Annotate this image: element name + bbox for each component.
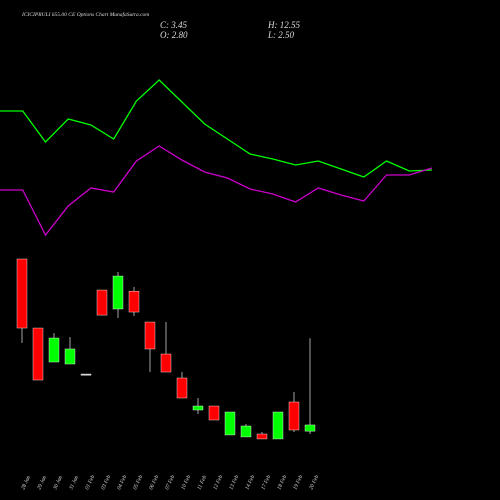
candle-body	[192, 405, 204, 411]
candle-body	[32, 327, 44, 381]
candle-body	[160, 353, 172, 373]
candle-body	[240, 425, 252, 438]
x-tick-label: 11 Feb	[196, 474, 208, 490]
x-tick-label: 29 Jan	[36, 475, 48, 491]
candle-body	[64, 348, 76, 365]
candle-body	[16, 258, 28, 329]
chart-title: ICICIPRULI 655.00 CE Options Chart Munaf…	[21, 11, 149, 18]
candle-body	[112, 275, 124, 310]
candle-body	[208, 405, 220, 421]
candle-body	[288, 401, 300, 431]
open-label: O: 2.80	[160, 30, 188, 40]
candle-body	[80, 373, 92, 376]
candle-body	[224, 411, 236, 436]
candle-body	[128, 290, 140, 313]
candle-body	[272, 411, 284, 440]
candle-body	[48, 337, 60, 363]
candle-body	[256, 433, 268, 440]
indicator-line	[0, 145, 433, 237]
candle-body	[304, 424, 316, 432]
x-tick-label: 28 Jan	[20, 475, 32, 491]
low-label: L: 2.50	[267, 30, 295, 40]
candle-body	[96, 289, 108, 316]
candle-body	[176, 377, 188, 399]
high-label: H: 12.55	[267, 20, 300, 30]
candle-body	[144, 321, 156, 350]
close-label: C: 3.45	[160, 20, 188, 30]
indicator-line	[0, 79, 433, 178]
